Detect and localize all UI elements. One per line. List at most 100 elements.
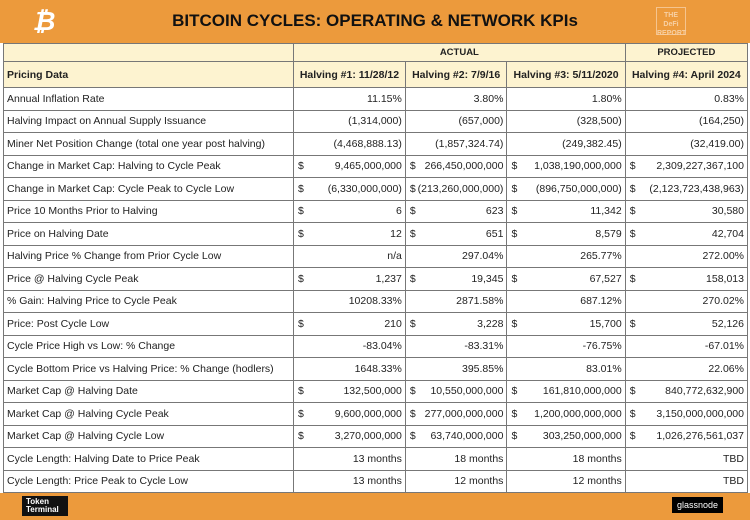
column-header: Halving #3: 5/11/2020 xyxy=(506,61,626,88)
value-cell: $132,500,000 xyxy=(293,379,406,403)
value-cell: $19,345 xyxy=(404,267,508,291)
section-label: Pricing Data xyxy=(3,61,294,88)
cell-value: 13 months xyxy=(352,452,402,465)
cell-value: 22.06% xyxy=(708,362,744,375)
cell-value: 10208.33% xyxy=(348,295,402,308)
currency-symbol: $ xyxy=(409,317,416,330)
cell-value: 1648.33% xyxy=(354,362,402,375)
currency-symbol: $ xyxy=(629,272,636,285)
table-row: Change in Market Cap: Cycle Peak to Cycl… xyxy=(3,177,749,201)
cell-value: 12 months xyxy=(572,475,622,488)
value-cell: $15,700 xyxy=(506,312,626,336)
table-row: Price on Halving Date $12 $651 $8,579 $42,70… xyxy=(3,222,749,246)
table-row: Annual Inflation Rate 11.15% 3.80% 1.80% 0.8… xyxy=(3,87,749,111)
row-label: Cycle Length: Halving Date to Price Peak xyxy=(3,447,294,471)
value-cell: n/a xyxy=(293,244,406,268)
cell-value: 15,700 xyxy=(589,317,622,330)
cell-value: 270.02% xyxy=(702,295,744,308)
cell-value: (2,123,723,438,963) xyxy=(649,182,744,195)
cell-value: (1,314,000) xyxy=(348,115,402,128)
cell-value: -76.75% xyxy=(582,340,622,353)
cell-value: 12 xyxy=(390,227,402,240)
cell-value: 158,013 xyxy=(706,272,744,285)
group-projected: PROJECTED xyxy=(624,43,749,62)
cell-value: 12 months xyxy=(454,475,504,488)
column-header: Halving #1: 11/28/12 xyxy=(293,61,406,88)
group-header-row: ACTUAL PROJECTED xyxy=(3,43,749,62)
value-cell: 297.04% xyxy=(404,244,508,268)
value-cell: $ (2,123,723,438,963) xyxy=(624,177,749,201)
cell-value: 3.80% xyxy=(473,92,504,105)
cell-value: 1,026,276,561,037 xyxy=(656,430,744,443)
value-cell: (32,419.00) xyxy=(624,132,749,156)
currency-symbol: $ xyxy=(298,317,304,330)
cell-value: 1.80% xyxy=(591,92,622,105)
cell-value: TBD xyxy=(723,475,744,488)
value-cell: $277,000,000,000 xyxy=(404,402,508,426)
currency-symbol: $ xyxy=(298,227,304,240)
value-cell: TBD xyxy=(624,469,749,493)
defi-report-logo: THE DeFi REPORT xyxy=(656,7,686,37)
currency-symbol: $ xyxy=(511,407,518,420)
cell-value: 395.85% xyxy=(461,362,504,375)
currency-symbol: $ xyxy=(511,160,518,173)
currency-symbol: $ xyxy=(629,407,636,420)
cell-value: 18 months xyxy=(454,452,504,465)
table-row: % Gain: Halving Price to Cycle Peak 10208… xyxy=(3,289,749,313)
row-label: Market Cap @ Halving Date xyxy=(3,379,294,403)
column-header: Halving #2: 7/9/16 xyxy=(404,61,508,88)
cell-value: 10,550,000,000 xyxy=(430,385,504,398)
cell-value: 623 xyxy=(485,205,504,218)
value-cell: -83.04% xyxy=(293,334,406,358)
value-cell: (249,382.45) xyxy=(506,132,626,156)
row-label: Price: Post Cycle Low xyxy=(3,312,294,336)
cell-value: (213,260,000,000) xyxy=(417,182,504,195)
table-row: Price: Post Cycle Low $210 $3,228 $15,700 $5… xyxy=(3,312,749,336)
currency-symbol: $ xyxy=(511,272,518,285)
currency-symbol: $ xyxy=(409,430,416,443)
value-cell: $3,150,000,000,000 xyxy=(624,402,749,426)
value-cell: 12 months xyxy=(506,469,626,493)
cell-value: (657,000) xyxy=(458,115,504,128)
value-cell: 10208.33% xyxy=(293,289,406,313)
cell-value: 3,228 xyxy=(477,317,504,330)
value-cell: 0.83% xyxy=(624,87,749,111)
value-cell: $1,237 xyxy=(293,267,406,291)
value-cell: 270.02% xyxy=(624,289,749,313)
cell-value: 687.12% xyxy=(580,295,622,308)
currency-symbol: $ xyxy=(629,160,636,173)
currency-symbol: $ xyxy=(629,430,636,443)
cell-value: 272.00% xyxy=(702,250,744,263)
glassnode-logo: glassnode xyxy=(672,497,724,513)
currency-symbol: $ xyxy=(511,317,518,330)
cell-value: 266,450,000,000 xyxy=(424,160,504,173)
currency-symbol: $ xyxy=(511,385,518,398)
cell-value: (164,250) xyxy=(699,115,744,128)
value-cell: $ (896,750,000,000) xyxy=(506,177,626,201)
table-row: Cycle Price High vs Low: % Change -83.04%… xyxy=(3,334,749,358)
value-cell: 395.85% xyxy=(404,357,508,381)
value-cell: 265.77% xyxy=(506,244,626,268)
value-cell: $161,810,000,000 xyxy=(506,379,626,403)
row-label: Cycle Price High vs Low: % Change xyxy=(3,334,294,358)
row-label: Price 10 Months Prior to Halving xyxy=(3,199,294,223)
currency-symbol: $ xyxy=(629,182,636,195)
value-cell: $1,026,276,561,037 xyxy=(624,424,749,448)
cell-value: 3,270,000,000 xyxy=(334,430,402,443)
row-label: Market Cap @ Halving Cycle Peak xyxy=(3,402,294,426)
currency-symbol: $ xyxy=(298,205,304,218)
currency-symbol: $ xyxy=(298,407,304,420)
row-label: Cycle Length: Price Peak to Cycle Low xyxy=(3,469,294,493)
value-cell: (164,250) xyxy=(624,109,749,133)
cell-value: 1,200,000,000,000 xyxy=(534,407,622,420)
value-cell: $2,309,227,367,100 xyxy=(624,154,749,178)
value-cell: 3.80% xyxy=(404,87,508,111)
currency-symbol: $ xyxy=(629,205,636,218)
value-cell: $12 xyxy=(293,222,406,246)
footer-bar: Token Terminal glassnode xyxy=(0,493,750,520)
currency-symbol: $ xyxy=(511,227,518,240)
row-label: Halving Impact on Annual Supply Issuance xyxy=(3,109,294,133)
value-cell: $9,465,000,000 xyxy=(293,154,406,178)
value-cell: $6 xyxy=(293,199,406,223)
table-row: Cycle Length: Price Peak to Cycle Low 13 … xyxy=(3,469,749,493)
